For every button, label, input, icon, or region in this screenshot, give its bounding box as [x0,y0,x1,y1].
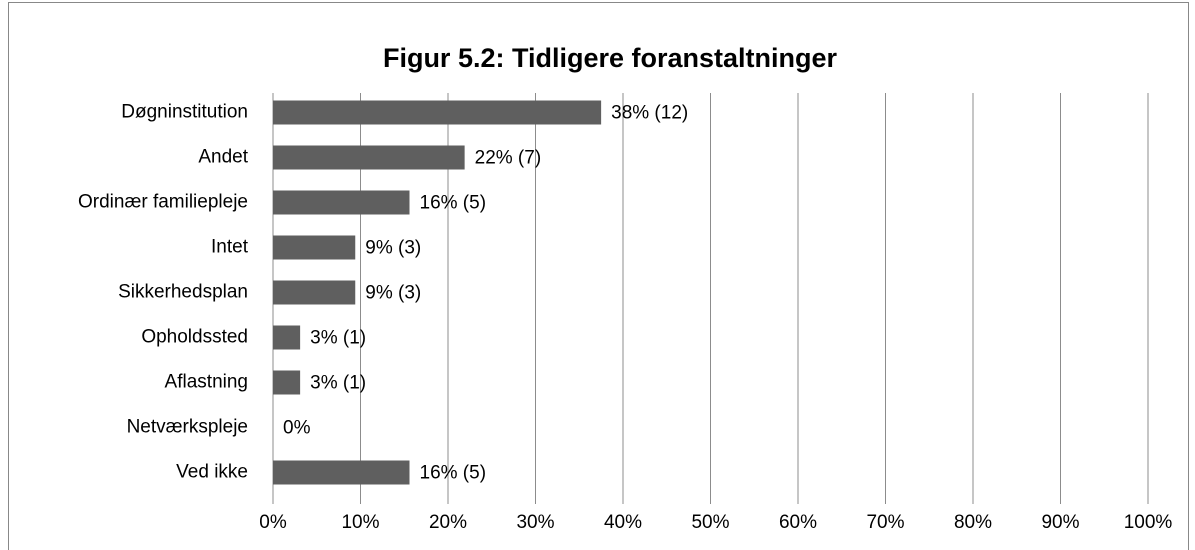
bar [273,370,301,395]
data-label: 16% (5) [420,193,487,214]
y-tick-label: Andet [198,147,248,168]
y-tick-label: Opholdssted [141,327,248,348]
y-tick-label: Døgninstitution [121,102,248,123]
data-label: 9% (3) [365,238,421,259]
bar [273,280,356,305]
y-tick-label: Sikkerhedsplan [118,282,248,303]
x-tick-label: 40% [604,512,642,533]
data-label: 22% (7) [475,148,542,169]
bar [273,460,410,485]
y-tick-label: Ordinær familiepleje [78,192,248,213]
data-label: 0% [283,418,311,439]
x-tick-label: 60% [779,512,817,533]
data-label: 9% (3) [365,283,421,304]
x-tick-label: 10% [341,512,379,533]
bar [273,145,465,170]
data-label: 16% (5) [420,463,487,484]
data-label: 3% (1) [310,373,366,394]
x-tick-label: 20% [429,512,467,533]
chart-title: Figur 5.2: Tidligere foranstaltninger [383,43,838,73]
bar [273,100,602,125]
bar [273,190,410,215]
x-tick-label: 50% [691,512,729,533]
y-tick-label: Intet [211,237,249,258]
bar [273,325,301,350]
x-tick-label: 100% [1124,512,1173,533]
x-tick-label: 30% [516,512,554,533]
chart-frame [8,2,1189,550]
x-tick-label: 70% [866,512,904,533]
y-tick-label: Netværkspleje [127,417,248,438]
x-tick-label: 0% [259,512,287,533]
x-tick-label: 80% [954,512,992,533]
data-label: 3% (1) [310,328,366,349]
x-tick-label: 90% [1041,512,1079,533]
bar [273,235,356,260]
y-tick-label: Aflastning [165,372,248,393]
y-tick-label: Ved ikke [176,462,248,483]
data-label: 38% (12) [611,103,688,124]
